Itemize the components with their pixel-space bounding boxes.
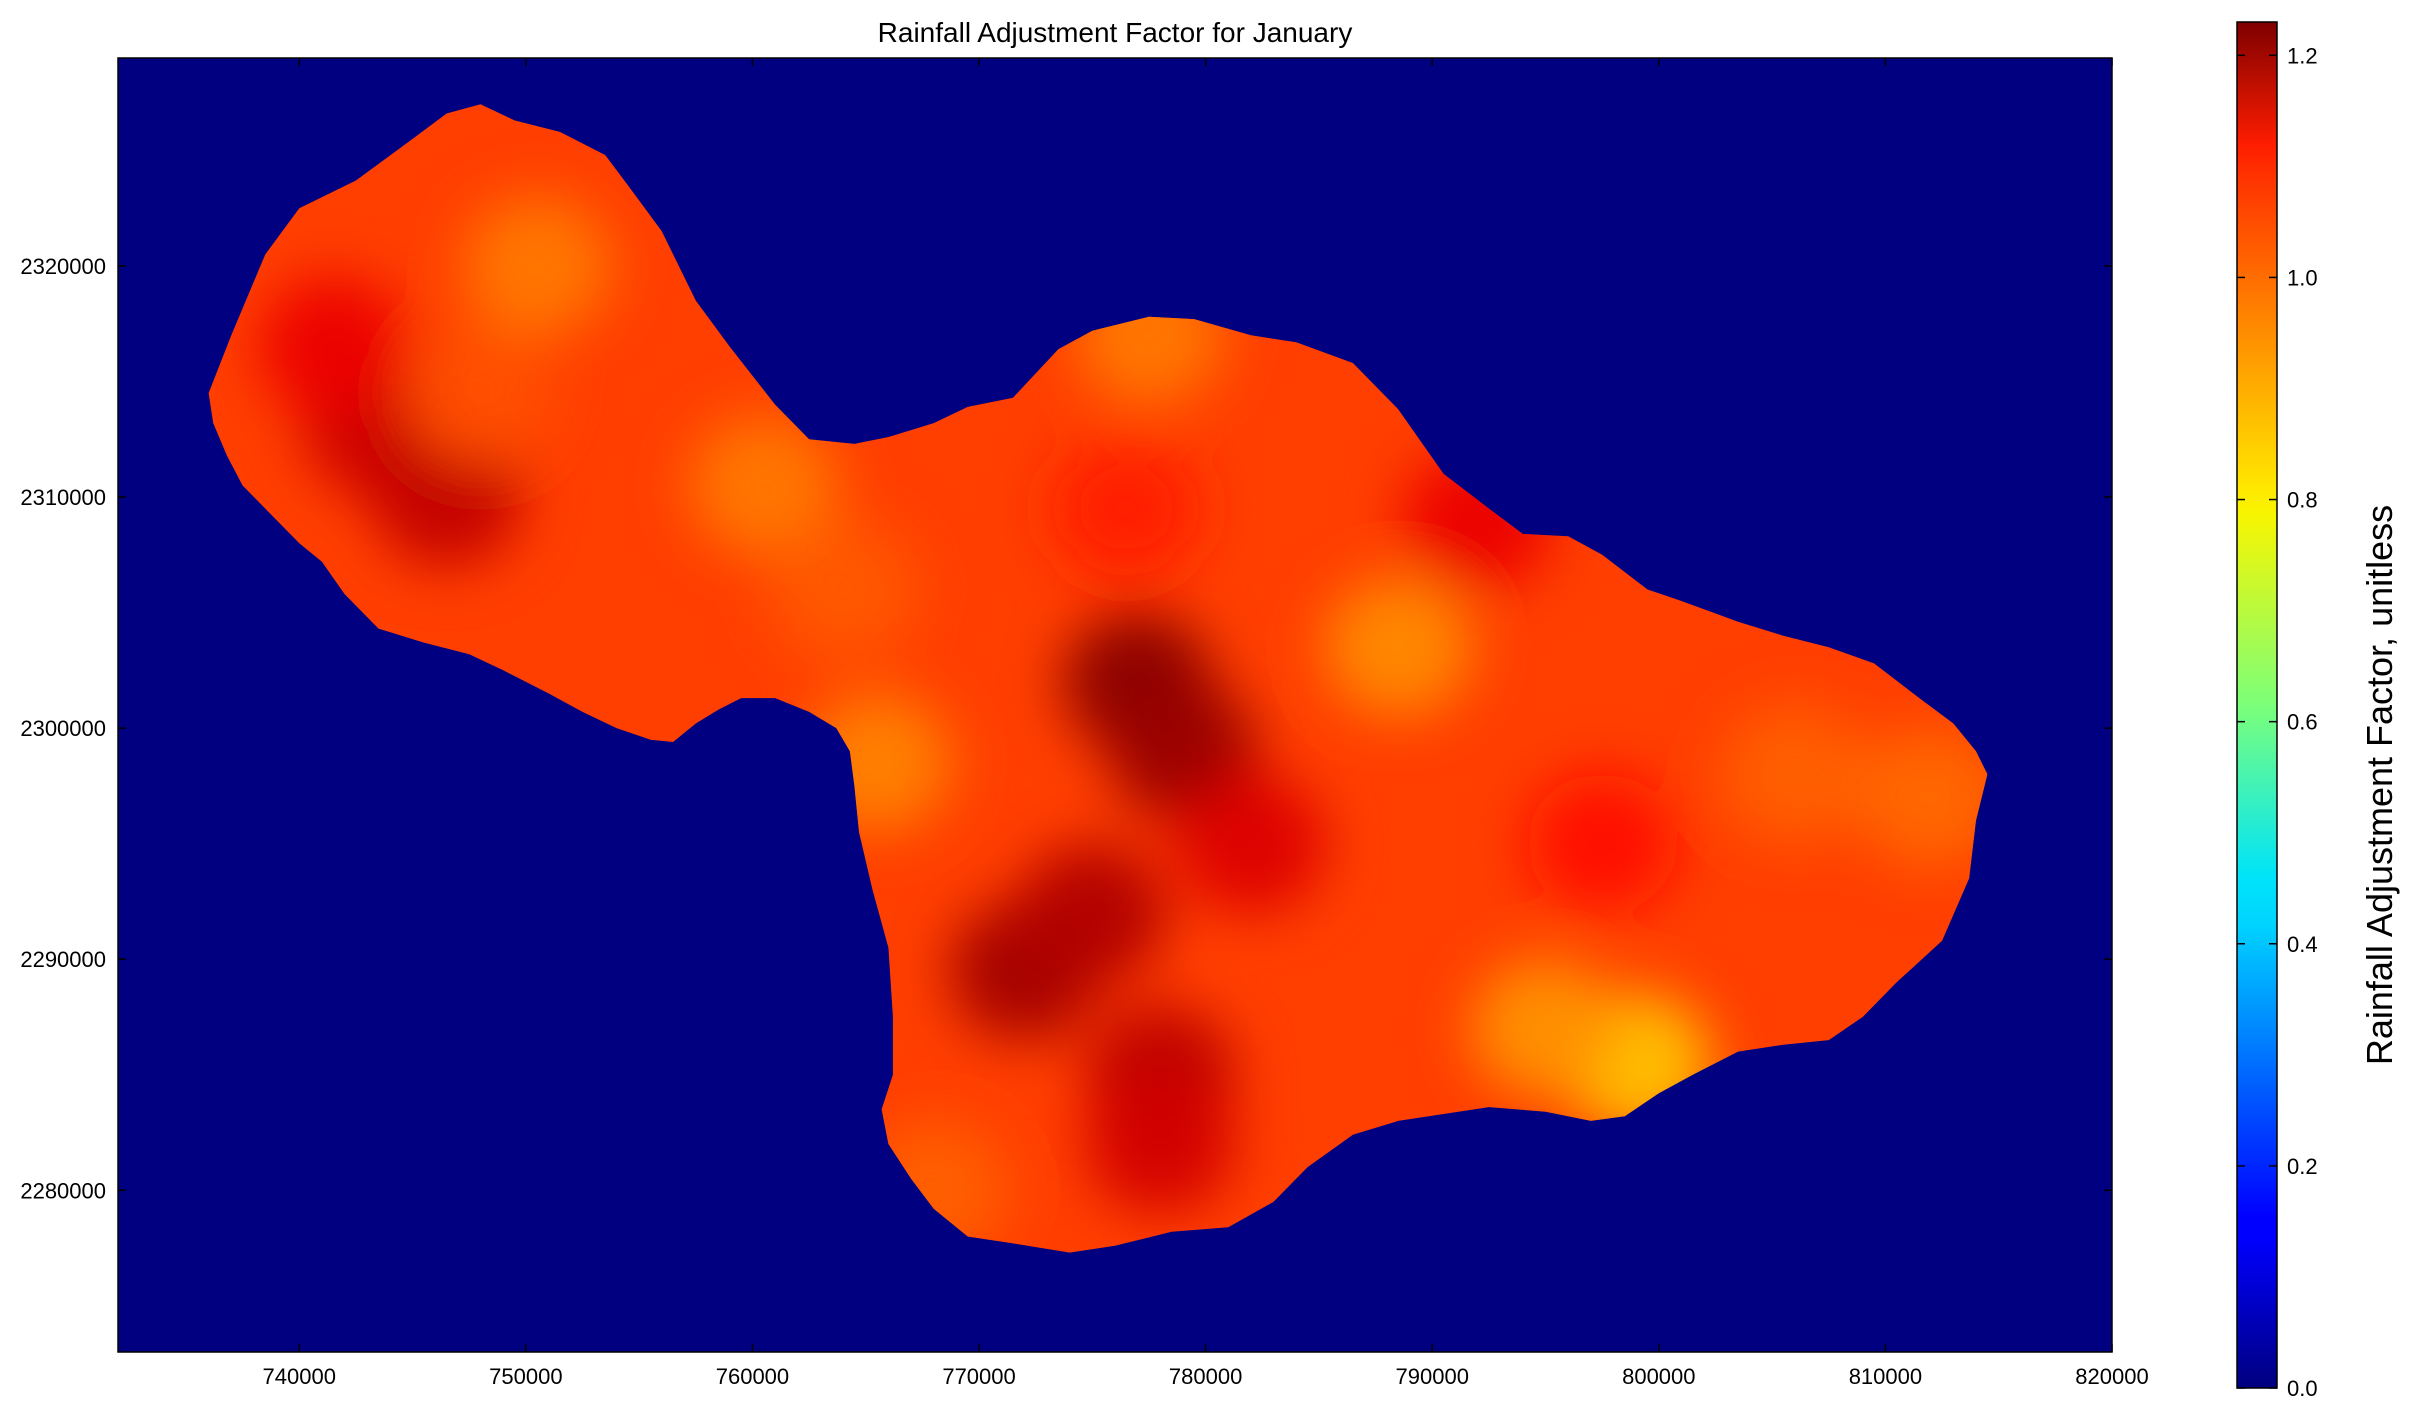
heat-hotspot	[1085, 1074, 1236, 1214]
y-axis: 2280000 2290000 2300000 2310000 2320000	[20, 254, 2112, 1203]
y-tick-label: 2310000	[20, 485, 106, 510]
heat-hotspot	[1470, 958, 1621, 1099]
x-axis: 740000 750000 760000 770000 780000 790000 8000…	[263, 58, 2149, 1389]
plot-frame	[117, 57, 2113, 1353]
x-tick-label: 800000	[1622, 1364, 1695, 1389]
colorbar-tick-label: 1.0	[2287, 265, 2318, 290]
y-tick-label: 2290000	[20, 947, 106, 972]
heat-hotspot	[1855, 727, 1988, 868]
hotspot-layer	[258, 196, 1988, 1253]
colorbar-tick-label: 1.2	[2287, 43, 2318, 68]
heat-hotspot	[1719, 704, 1870, 845]
colorbar-tick-label: 0.6	[2287, 710, 2318, 735]
heat-hotspot	[1017, 843, 1168, 983]
x-tick-label: 770000	[942, 1364, 1015, 1389]
x-tick-label: 780000	[1169, 1364, 1242, 1389]
colorbar-ticks: 0.0 0.2 0.4 0.6 0.8 1.0 1.2	[2237, 43, 2318, 1401]
heat-hotspot	[258, 276, 409, 417]
heat-hotspot	[462, 196, 613, 336]
x-tick-label: 750000	[489, 1364, 562, 1389]
y-tick-label: 2280000	[20, 1178, 106, 1203]
x-tick-label: 740000	[263, 1364, 336, 1389]
heat-hotspot	[1051, 438, 1202, 579]
y-tick-label: 2320000	[20, 254, 106, 279]
heat-hotspot	[405, 323, 556, 464]
heat-hotspot	[1323, 577, 1474, 718]
colorbar-tick-label: 0.8	[2287, 488, 2318, 513]
x-tick-label: 810000	[1849, 1364, 1922, 1389]
colorbar-tick-label: 0.4	[2287, 932, 2318, 957]
x-tick-label: 820000	[2075, 1364, 2148, 1389]
heat-hotspot	[768, 519, 919, 660]
chart-title: Rainfall Adjustment Factor for January	[878, 17, 1353, 48]
x-tick-label: 760000	[716, 1364, 789, 1389]
y-tick-label: 2300000	[20, 716, 106, 741]
heat-hotspot	[1527, 773, 1678, 914]
colorbar-tick-label: 0.0	[2287, 1376, 2318, 1401]
colorbar	[2236, 21, 2278, 1389]
colorbar-tick-label: 0.2	[2287, 1154, 2318, 1179]
heat-hotspot	[1176, 773, 1326, 914]
x-tick-label: 790000	[1396, 1364, 1469, 1389]
colorbar-label: Rainfall Adjustment Factor, unitless	[2359, 505, 2400, 1065]
heat-hotspot	[688, 415, 839, 556]
